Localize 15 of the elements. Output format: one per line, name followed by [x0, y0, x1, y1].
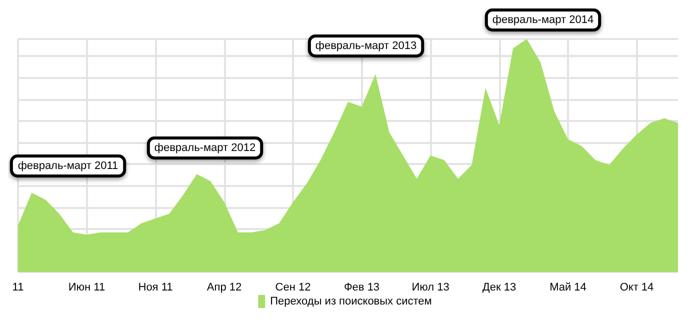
x-tick-label: 11: [12, 282, 24, 294]
x-tick-label: Дек 13: [482, 282, 516, 294]
x-tick-label: Июл 13: [412, 282, 450, 294]
annotation: февраль-март 2012: [154, 142, 256, 154]
x-tick-label: Сен 12: [275, 282, 311, 294]
legend-label: Переходы из поисковых систем: [270, 296, 432, 308]
x-tick-label: Ноя 11: [138, 282, 173, 294]
x-tick-label: Май 14: [550, 282, 586, 294]
x-tick-label: Апр 12: [206, 282, 242, 294]
annotation: февраль-март 2013: [315, 40, 417, 52]
x-tick-label: Июн 11: [68, 282, 106, 294]
x-tick-label: Фев 13: [344, 282, 380, 294]
annotation: февраль-март 2011: [18, 160, 118, 172]
x-tick-label: Окт 14: [620, 282, 654, 294]
text: февраль-март 2014: [492, 14, 594, 26]
